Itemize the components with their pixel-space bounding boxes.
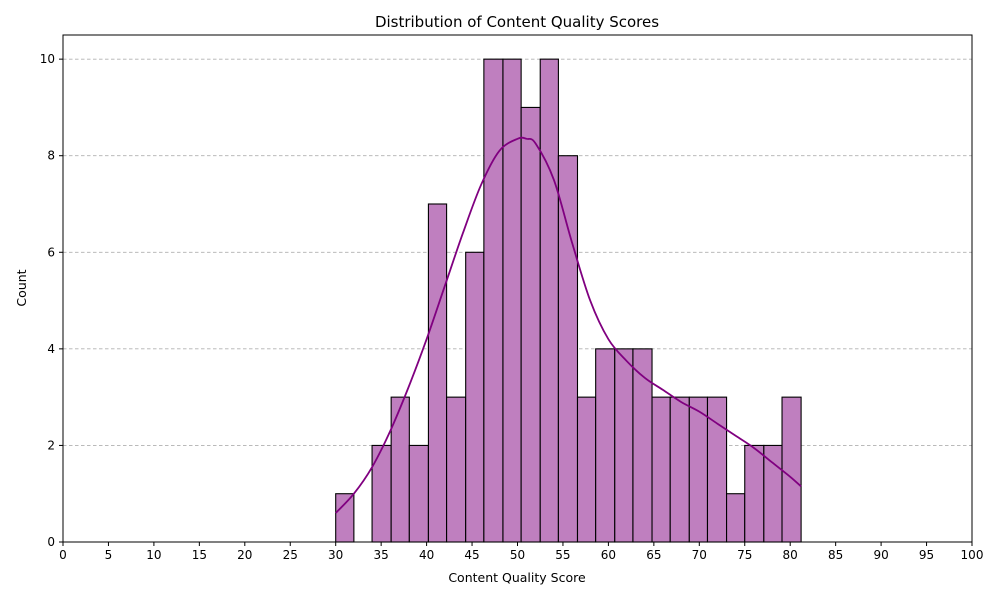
chart-title: Distribution of Content Quality Scores <box>375 13 659 31</box>
histogram-bar <box>335 493 355 543</box>
histogram-bar <box>614 348 634 543</box>
x-tick-label: 50 <box>510 548 525 562</box>
x-tick-label: 80 <box>783 548 798 562</box>
histogram-bar <box>651 396 671 543</box>
y-axis-ticks: 0 2 4 6 8 10 <box>40 52 63 549</box>
y-tick-label: 10 <box>40 52 55 66</box>
x-tick-label: 75 <box>737 548 752 562</box>
x-tick-label: 60 <box>601 548 616 562</box>
x-axis-label: Content Quality Score <box>448 570 586 585</box>
x-tick-label: 85 <box>828 548 843 562</box>
histogram-bar <box>520 106 541 543</box>
x-tick-label: 25 <box>283 548 298 562</box>
histogram-bar <box>465 251 485 543</box>
histogram-bar <box>483 58 504 543</box>
x-tick-label: 10 <box>146 548 161 562</box>
x-tick-label: 45 <box>464 548 479 562</box>
histogram-bar <box>595 348 616 543</box>
histogram-bar <box>632 348 653 543</box>
histogram-bar <box>726 493 746 543</box>
histogram-bar <box>744 444 765 543</box>
y-axis-label: Count <box>14 269 29 306</box>
grid-lines <box>63 58 972 446</box>
x-tick-label: 90 <box>873 548 888 562</box>
y-tick-label: 0 <box>47 535 55 549</box>
x-tick-label: 95 <box>919 548 934 562</box>
x-tick-label: 20 <box>237 548 252 562</box>
kde-curve-group <box>335 136 802 514</box>
histogram-bar <box>688 396 709 543</box>
x-tick-label: 5 <box>105 548 113 562</box>
histogram-bar <box>427 203 448 543</box>
histogram-bars <box>335 58 802 543</box>
y-tick-label: 6 <box>47 245 55 259</box>
histogram-bar <box>557 155 579 543</box>
x-tick-label: 35 <box>374 548 389 562</box>
x-tick-label: 70 <box>692 548 707 562</box>
x-tick-label: 65 <box>646 548 661 562</box>
x-tick-label: 55 <box>555 548 570 562</box>
x-tick-label: 100 <box>961 548 984 562</box>
y-tick-label: 4 <box>47 342 55 356</box>
histogram-bar <box>390 396 410 543</box>
x-tick-label: 40 <box>419 548 434 562</box>
histogram-bar <box>669 396 690 543</box>
histogram-bar <box>502 58 522 543</box>
x-tick-label: 30 <box>328 548 343 562</box>
y-tick-label: 8 <box>47 149 55 163</box>
kde-line <box>335 136 802 514</box>
x-tick-label: 0 <box>59 548 67 562</box>
histogram-bar <box>781 396 802 543</box>
histogram-bar <box>576 396 597 543</box>
histogram-bar <box>446 396 467 543</box>
x-tick-label: 15 <box>192 548 207 562</box>
histogram-bar <box>539 58 559 543</box>
histogram-bar <box>763 444 783 543</box>
histogram-bar <box>371 444 392 543</box>
y-tick-label: 2 <box>47 438 55 452</box>
histogram-bar <box>408 444 429 543</box>
x-axis-ticks: 0 5 10 15 20 25 30 35 40 45 50 55 60 65 70 75 80 85 90 95 10… <box>59 542 983 562</box>
